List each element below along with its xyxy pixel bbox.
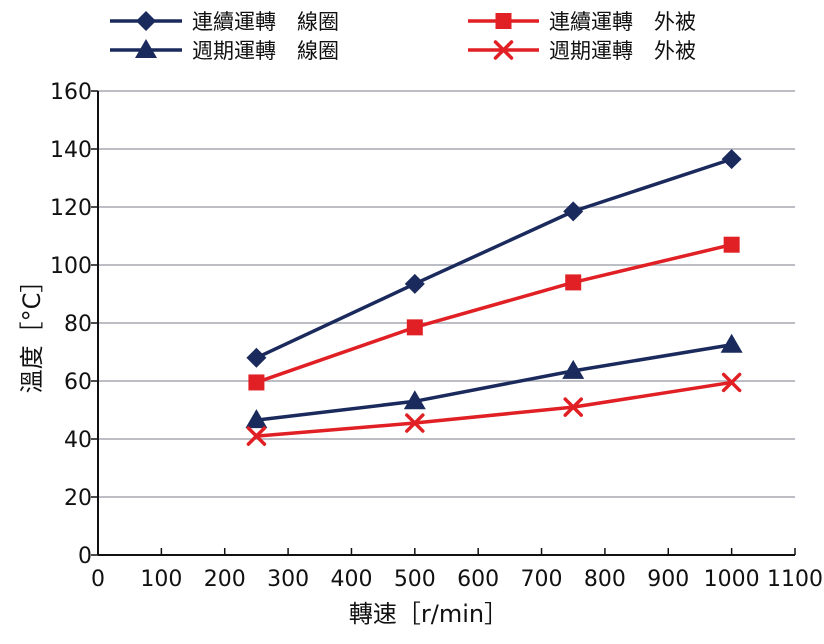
series-1 — [245, 333, 743, 429]
y-tick-label: 20 — [64, 486, 92, 511]
legend-item-1: 週期運轉 線圈 — [110, 39, 339, 63]
series-0-point — [404, 273, 425, 294]
x-tick-label: 900 — [647, 567, 689, 592]
legend-marker — [495, 13, 512, 29]
legend-marker-stroke — [493, 40, 514, 60]
y-axis-title: 溫度［°C］ — [18, 269, 46, 394]
y-tick-label: 160 — [50, 80, 92, 105]
legend-item-2: 連續運轉 外被 — [468, 10, 696, 34]
series-3-point-stroke — [405, 413, 425, 433]
y-tick-label: 100 — [50, 254, 92, 279]
legend-marker — [493, 40, 514, 60]
series-3-point-stroke — [721, 372, 742, 393]
y-tick-label: 40 — [64, 428, 92, 453]
legend-label: 連續運轉 外被 — [549, 10, 696, 34]
series-1-point — [245, 409, 268, 429]
x-tick-label: 400 — [330, 567, 372, 592]
legend-label: 週期運轉 線圈 — [192, 39, 339, 63]
series-3-line — [256, 380, 732, 438]
x-tick-label: 800 — [584, 567, 626, 592]
series-0-point — [246, 347, 267, 368]
x-tick-label: 1000 — [704, 567, 760, 592]
series-3 — [246, 372, 742, 446]
series-1-point — [403, 390, 426, 410]
series-1-point — [720, 333, 743, 353]
y-tick-label: 140 — [50, 138, 92, 163]
grid-layer — [98, 90, 795, 498]
series-3-point — [405, 413, 425, 433]
legend-marker — [135, 39, 157, 58]
axis-layer: 0 20 40 60 80 100 120 140 160 0 100 200 300 400 500 600… — [50, 80, 823, 592]
x-axis-title: 轉速［r/min］ — [349, 600, 508, 628]
series-3-point — [721, 372, 742, 393]
series-0-line — [255, 157, 733, 360]
x-tick-label: 500 — [394, 567, 436, 592]
x-tick-label: 100 — [140, 567, 182, 592]
y-tick-label: 120 — [50, 196, 92, 221]
series-1-point — [562, 359, 585, 379]
series-2-line — [255, 242, 733, 385]
legend-label: 週期運轉 外被 — [549, 39, 696, 63]
series-3-point — [563, 397, 583, 417]
legend-item-3: 週期運轉 外被 — [468, 39, 696, 63]
series-3-point-stroke — [563, 397, 583, 417]
series-0 — [246, 149, 742, 368]
x-tick-label: 300 — [267, 567, 309, 592]
series-2-point — [723, 236, 740, 253]
series-1-line — [256, 343, 732, 422]
x-tick-label: 700 — [521, 567, 563, 592]
series-2-point — [248, 374, 265, 391]
series-0-point — [721, 149, 742, 170]
x-tick-label: 0 — [91, 567, 105, 592]
series-2-point — [406, 319, 423, 336]
series-layer — [245, 149, 743, 446]
series-3-point-stroke — [246, 426, 267, 446]
legend-marker — [136, 11, 156, 31]
series-2-point — [565, 274, 582, 291]
series-3-point — [246, 426, 267, 446]
legend-label: 連續運轉 線圈 — [192, 10, 339, 34]
series-0-point — [563, 201, 584, 222]
series-2 — [248, 236, 740, 391]
x-tick-label: 600 — [457, 567, 499, 592]
legend-item-0: 連續運轉 線圈 — [110, 10, 339, 34]
y-tick-label: 0 — [78, 544, 92, 569]
y-tick-label: 60 — [64, 370, 92, 395]
x-tick-label: 1100 — [767, 567, 823, 592]
x-tick-label: 200 — [204, 567, 246, 592]
y-tick-label: 80 — [64, 312, 92, 337]
